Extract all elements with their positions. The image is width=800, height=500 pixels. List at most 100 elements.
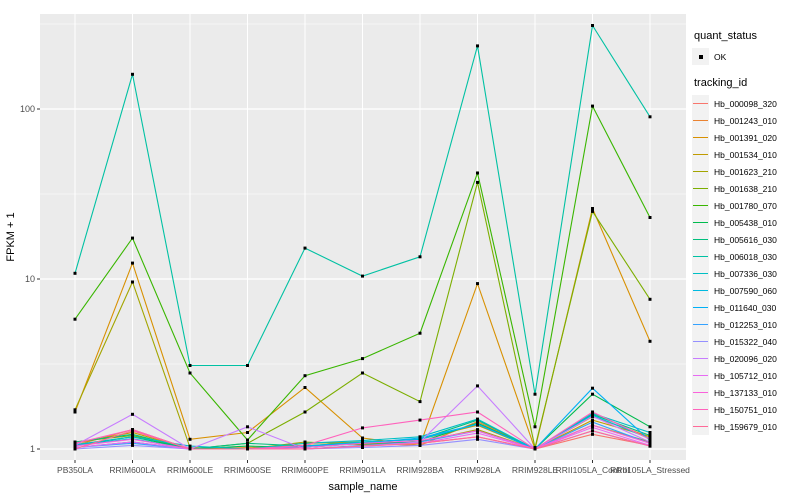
legend-key-swatch (692, 146, 709, 163)
legend-item-label: Hb_001623_210 (714, 166, 777, 177)
data-point (73, 317, 77, 321)
legend-item-Hb_012253_010: Hb_012253_010 (692, 316, 798, 333)
data-point (303, 441, 307, 445)
x-tick-label: PB350LA (57, 465, 93, 475)
data-point (648, 431, 652, 434)
legend-key-line-icon (693, 238, 708, 241)
legend-key-line-icon (693, 425, 708, 428)
data-point (476, 171, 479, 175)
data-point (418, 441, 422, 445)
legend-key-line-icon (693, 153, 708, 156)
data-point (131, 440, 134, 444)
x-tick-label: RRIM600PE (281, 465, 329, 475)
data-point (591, 410, 594, 414)
legend-item-Hb_015322_040: Hb_015322_040 (692, 333, 798, 350)
legend-key-swatch (692, 350, 709, 367)
legend-item-Hb_159679_010: Hb_159679_010 (692, 418, 798, 435)
legend-item-Hb_005438_010: Hb_005438_010 (692, 214, 798, 231)
data-point (648, 437, 652, 441)
legend-key-swatch (692, 333, 709, 350)
legend-key-swatch (692, 129, 709, 146)
data-point (303, 443, 307, 447)
data-point (648, 434, 652, 437)
legend-item-label: Hb_000098_320 (714, 98, 777, 109)
legend-item-Hb_011640_030: Hb_011640_030 (692, 299, 798, 316)
data-point (303, 447, 307, 451)
x-tick-label: RRIM600LA (109, 465, 156, 475)
data-point (131, 432, 134, 436)
data-point (591, 423, 594, 427)
legend-item-Hb_150751_010: Hb_150751_010 (692, 401, 798, 418)
x-axis-title: sample_name (328, 481, 397, 493)
data-point (361, 444, 364, 448)
legend-item-label: Hb_005438_010 (714, 217, 777, 228)
legend-item-Hb_001638_210: Hb_001638_210 (692, 180, 798, 197)
y-tick-label: 1 (30, 444, 35, 454)
data-point (476, 384, 479, 388)
data-point (591, 104, 594, 108)
data-point (648, 339, 652, 343)
data-point (591, 24, 594, 27)
legend-item-label: Hb_006018_030 (714, 251, 777, 262)
data-point (418, 436, 422, 440)
legend-item-label: Hb_001780_070 (714, 200, 777, 211)
legend-tracking-items: Hb_000098_320 Hb_001243_010 Hb_001391_020 H… (692, 95, 798, 435)
legend-item-label: Hb_001638_210 (714, 183, 777, 194)
data-point (418, 255, 422, 259)
data-point (131, 437, 134, 441)
data-point (591, 418, 594, 422)
legend-key-swatch (692, 265, 709, 282)
data-point (188, 364, 192, 367)
data-point (361, 371, 364, 375)
data-point (131, 412, 134, 416)
data-point (648, 444, 652, 448)
legend-item-label: Hb_001391_020 (714, 132, 777, 143)
x-tick-label: RRII105LA_Control (556, 465, 630, 475)
data-point (73, 447, 77, 451)
legend-item-Hb_105712_010: Hb_105712_010 (692, 367, 798, 384)
data-point (361, 441, 364, 445)
legend-key-swatch (692, 299, 709, 316)
data-point (591, 392, 594, 396)
data-point (246, 441, 249, 445)
legend-key-swatch (692, 418, 709, 435)
legend-key-line-icon (693, 221, 708, 224)
data-point (476, 435, 479, 439)
legend-item-label: Hb_020096_020 (714, 353, 777, 364)
point-square-icon (698, 54, 703, 59)
data-point (476, 180, 479, 184)
data-point (131, 431, 134, 434)
y-tick-label: 10 (25, 274, 35, 284)
legend-key-line-icon (693, 340, 708, 343)
data-point (361, 436, 364, 440)
legend-key-line-icon (693, 272, 708, 275)
data-point (648, 216, 652, 219)
x-tick-label: RRIM928LA (454, 465, 501, 475)
legend-item-label: Hb_012253_010 (714, 319, 777, 330)
legend-key-swatch (692, 316, 709, 333)
legend-key-swatch (692, 384, 709, 401)
legend-tracking-id-title: tracking_id (694, 77, 748, 89)
data-point (246, 438, 249, 442)
data-point (246, 431, 249, 434)
legend-item-label: Hb_159679_010 (714, 421, 777, 432)
data-point (303, 386, 307, 389)
x-tick-label: RRII105LA_Stressed (610, 465, 690, 475)
data-point (131, 443, 134, 447)
data-point (476, 410, 479, 414)
legend-item-label: Hb_015322_040 (714, 336, 777, 347)
y-tick-label: 100 (20, 104, 35, 114)
data-point (73, 410, 77, 414)
legend-item-label: Hb_150751_010 (714, 404, 777, 415)
legend-key-swatch (692, 95, 709, 112)
data-point (591, 429, 594, 433)
data-point (303, 246, 307, 250)
data-point (476, 282, 479, 286)
data-point (418, 439, 422, 443)
legend-key-swatch (692, 282, 709, 299)
legend-key-line-icon (693, 306, 708, 309)
data-point (533, 425, 537, 429)
legend-key-line-icon (693, 408, 708, 411)
data-point (418, 331, 422, 335)
